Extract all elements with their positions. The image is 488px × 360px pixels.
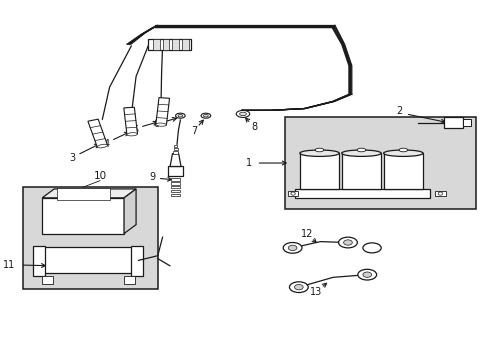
- Bar: [285, 117, 475, 208]
- Ellipse shape: [127, 133, 137, 136]
- Ellipse shape: [383, 150, 422, 157]
- Ellipse shape: [398, 148, 407, 152]
- Bar: [148, 39, 191, 50]
- Ellipse shape: [97, 144, 107, 148]
- Bar: [170, 190, 180, 192]
- Bar: [172, 39, 179, 50]
- Text: 4: 4: [103, 139, 109, 149]
- Bar: [462, 119, 470, 126]
- Bar: [294, 189, 429, 198]
- Ellipse shape: [343, 240, 351, 245]
- Ellipse shape: [437, 192, 442, 195]
- Bar: [341, 153, 381, 189]
- Ellipse shape: [362, 243, 381, 253]
- Text: 12: 12: [300, 229, 313, 239]
- Bar: [42, 276, 53, 284]
- Bar: [57, 188, 109, 200]
- Bar: [167, 166, 183, 176]
- Ellipse shape: [289, 282, 307, 293]
- Ellipse shape: [357, 269, 376, 280]
- Bar: [33, 247, 44, 276]
- Ellipse shape: [362, 272, 371, 277]
- Bar: [287, 191, 298, 196]
- Text: 7: 7: [190, 126, 197, 136]
- Bar: [182, 39, 188, 50]
- Text: 8: 8: [250, 122, 257, 132]
- Bar: [170, 194, 180, 196]
- Text: 2: 2: [396, 106, 402, 116]
- Ellipse shape: [287, 245, 296, 251]
- Text: 1: 1: [245, 158, 251, 168]
- Bar: [131, 247, 143, 276]
- Ellipse shape: [294, 284, 303, 290]
- Bar: [23, 187, 158, 289]
- Text: 13: 13: [309, 287, 321, 297]
- Polygon shape: [88, 119, 107, 147]
- Bar: [444, 117, 462, 128]
- Bar: [37, 247, 138, 273]
- Ellipse shape: [299, 150, 339, 157]
- Polygon shape: [170, 154, 181, 166]
- Polygon shape: [123, 107, 137, 135]
- Bar: [170, 186, 180, 188]
- Bar: [153, 39, 160, 50]
- Ellipse shape: [236, 111, 249, 117]
- Ellipse shape: [203, 114, 208, 117]
- Bar: [173, 148, 177, 150]
- Ellipse shape: [156, 123, 166, 126]
- Polygon shape: [42, 189, 136, 198]
- Polygon shape: [156, 98, 169, 125]
- Text: 3: 3: [69, 153, 76, 163]
- Bar: [170, 182, 180, 185]
- Ellipse shape: [175, 113, 185, 118]
- Bar: [173, 152, 178, 154]
- Ellipse shape: [356, 148, 365, 152]
- Polygon shape: [124, 189, 136, 234]
- Ellipse shape: [239, 112, 246, 116]
- Text: 6: 6: [153, 119, 160, 129]
- Bar: [434, 191, 445, 196]
- Ellipse shape: [290, 192, 295, 195]
- Bar: [162, 39, 169, 50]
- Text: 10: 10: [93, 171, 106, 181]
- Ellipse shape: [283, 243, 302, 253]
- Ellipse shape: [338, 237, 357, 248]
- Text: 5: 5: [132, 125, 138, 135]
- Bar: [42, 198, 124, 234]
- Text: 9: 9: [149, 172, 156, 182]
- Ellipse shape: [178, 114, 183, 117]
- Ellipse shape: [315, 148, 323, 152]
- Bar: [124, 276, 134, 284]
- Bar: [383, 153, 422, 189]
- Text: 11: 11: [3, 260, 16, 270]
- Bar: [174, 145, 177, 147]
- Bar: [299, 153, 339, 189]
- Ellipse shape: [201, 113, 210, 118]
- Ellipse shape: [341, 150, 381, 157]
- Bar: [170, 178, 180, 181]
